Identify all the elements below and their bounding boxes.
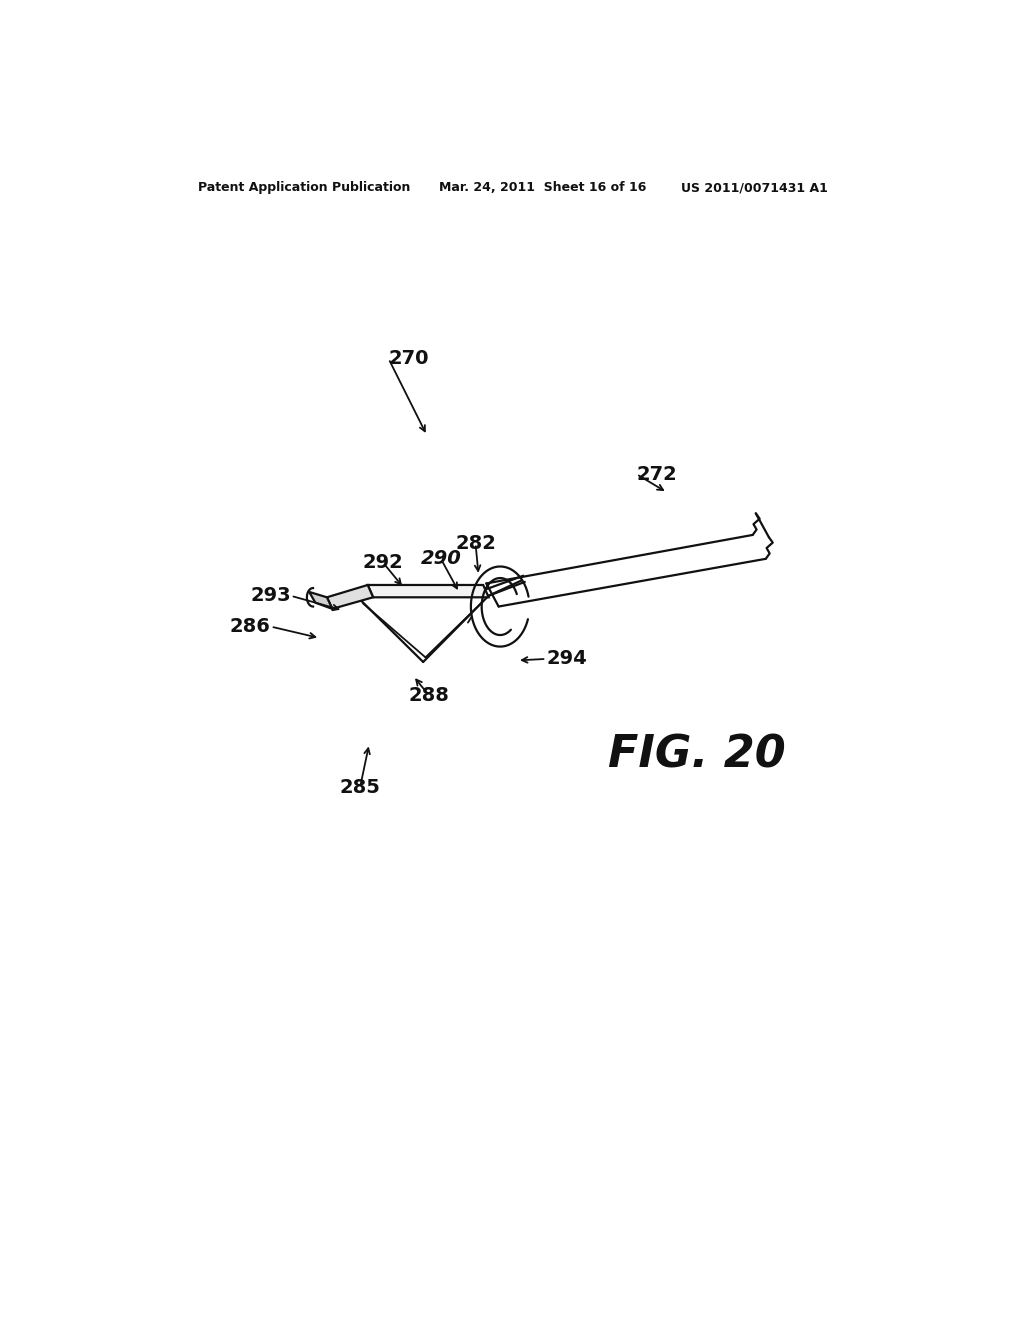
Text: 286: 286 [229, 616, 270, 636]
Text: 292: 292 [362, 553, 403, 572]
Text: 270: 270 [388, 348, 429, 368]
Text: 282: 282 [455, 533, 496, 553]
Text: US 2011/0071431 A1: US 2011/0071431 A1 [681, 181, 828, 194]
Text: Patent Application Publication: Patent Application Publication [199, 181, 411, 194]
Text: FIG. 20: FIG. 20 [608, 734, 785, 776]
Text: 293: 293 [250, 586, 291, 606]
Text: Mar. 24, 2011  Sheet 16 of 16: Mar. 24, 2011 Sheet 16 of 16 [438, 181, 646, 194]
Text: 285: 285 [340, 777, 381, 797]
Polygon shape [327, 585, 373, 609]
Text: 272: 272 [637, 465, 677, 483]
Polygon shape [368, 585, 488, 598]
Polygon shape [309, 591, 333, 609]
Text: 288: 288 [409, 686, 450, 705]
Text: 294: 294 [547, 649, 587, 668]
Text: 290: 290 [421, 549, 461, 569]
